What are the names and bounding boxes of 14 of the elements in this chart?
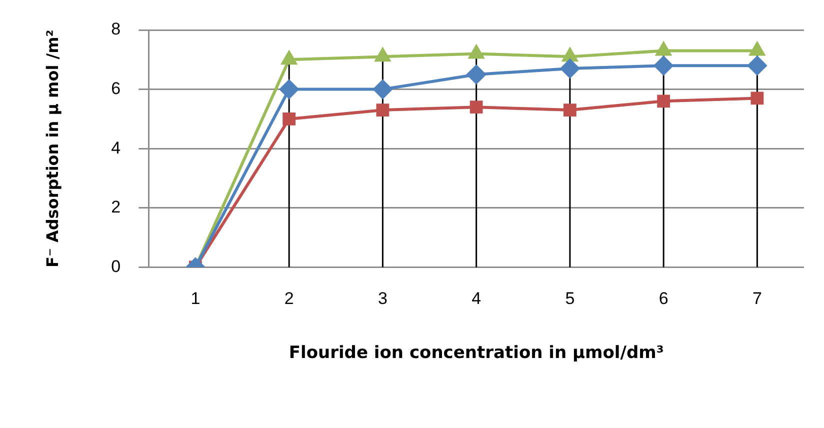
x-tick-label: 5 (565, 289, 575, 308)
y-axis-title: F⁻ Adsorption in µ mol /m² (42, 30, 62, 268)
y-tick-label: 6 (111, 78, 121, 98)
y-tick-label: 0 (111, 256, 121, 276)
x-tick-label: 7 (752, 289, 762, 308)
x-tick-label: 1 (190, 289, 200, 308)
x-tick-label: 2 (284, 289, 294, 308)
x-axis-title: Flouride ion concentration in µmol/dm³ (288, 343, 664, 364)
x-tick-label: 6 (658, 289, 668, 308)
y-tick-label: 4 (111, 138, 121, 158)
x-tick-label: 3 (378, 289, 388, 308)
y-tick-label: 2 (111, 198, 121, 217)
y-tick-label: 8 (111, 20, 121, 39)
x-tick-label: 4 (472, 289, 482, 308)
